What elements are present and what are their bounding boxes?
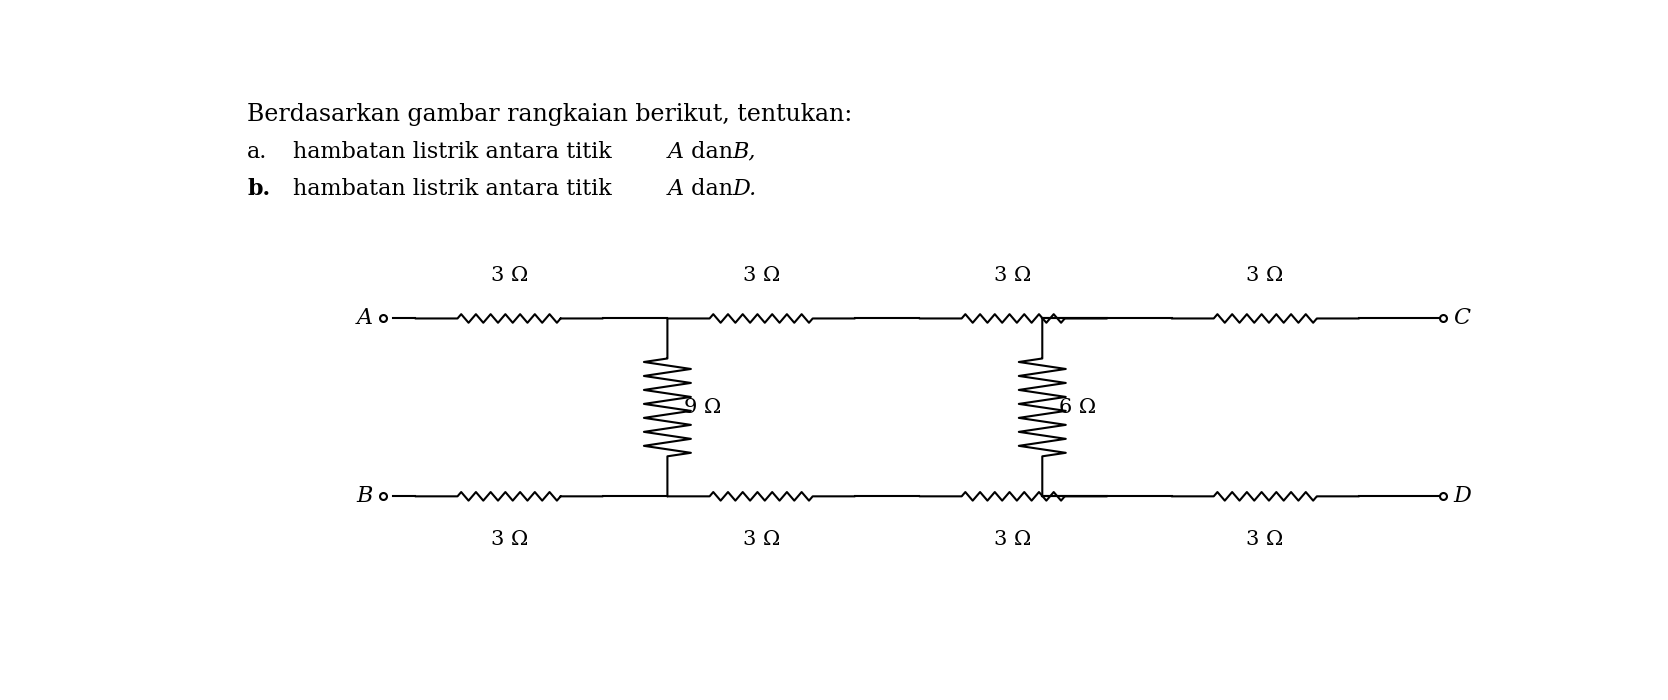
Text: B,: B, [732, 141, 756, 162]
Text: b.: b. [247, 178, 270, 200]
Text: D.: D. [732, 178, 756, 200]
Text: 3 Ω: 3 Ω [744, 266, 781, 285]
Text: a.: a. [247, 141, 267, 162]
Text: 3 Ω: 3 Ω [1246, 530, 1283, 549]
Text: C: C [1453, 307, 1471, 330]
Text: A: A [667, 178, 684, 200]
Text: dan: dan [684, 178, 741, 200]
Text: dan: dan [684, 141, 741, 162]
Text: A: A [357, 307, 372, 330]
Text: B: B [357, 485, 372, 508]
Text: A: A [667, 141, 684, 162]
Text: 3 Ω: 3 Ω [1246, 266, 1283, 285]
Text: 3 Ω: 3 Ω [744, 530, 781, 549]
Text: D: D [1453, 485, 1471, 508]
Text: 3 Ω: 3 Ω [490, 266, 529, 285]
Text: 3 Ω: 3 Ω [994, 266, 1031, 285]
Text: hambatan listrik antara titik: hambatan listrik antara titik [292, 141, 619, 162]
Text: 3 Ω: 3 Ω [994, 530, 1031, 549]
Text: 3 Ω: 3 Ω [490, 530, 529, 549]
Text: Berdasarkan gambar rangkaian berikut, tentukan:: Berdasarkan gambar rangkaian berikut, te… [247, 103, 852, 126]
Text: 9 Ω: 9 Ω [684, 398, 722, 417]
Text: 6 Ω: 6 Ω [1059, 398, 1096, 417]
Text: hambatan listrik antara titik: hambatan listrik antara titik [292, 178, 619, 200]
